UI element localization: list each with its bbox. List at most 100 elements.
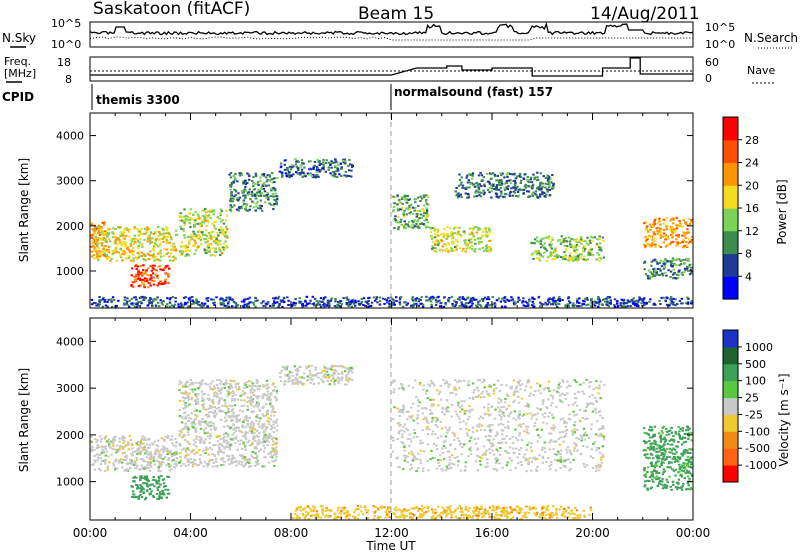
power-cell-1201 (295, 165, 298, 168)
power-cell-2091 (661, 235, 664, 238)
power-cell-2374 (671, 273, 675, 276)
power-cell-1351 (392, 195, 395, 198)
power-cell-1742 (483, 183, 486, 186)
power-cell-822 (272, 204, 275, 207)
power-cell-1166 (331, 162, 334, 164)
power-cell-2594 (687, 297, 690, 300)
velocity-cell-757 (220, 464, 223, 467)
power-cell-851 (229, 210, 233, 213)
power-cell-684 (214, 227, 217, 230)
power-cell-1815 (531, 185, 534, 188)
power-cell-3124 (576, 305, 579, 307)
power-cell-1977 (534, 250, 538, 253)
velocity-cell-1662 (587, 436, 591, 439)
power-cell-1052 (309, 172, 312, 175)
velocity-cell-1421 (324, 376, 327, 379)
velocity-cell-630 (215, 465, 219, 468)
power-cell-2150 (654, 243, 657, 246)
velocity-cell-247 (104, 458, 107, 461)
power-cell-2418 (125, 300, 129, 303)
power-cell-994 (257, 207, 260, 210)
velocity-cell-93 (132, 451, 135, 454)
power-cell-2634 (521, 301, 524, 304)
power-cell-738 (183, 208, 186, 211)
power-cell-2864 (335, 305, 338, 308)
power-cell-454 (146, 277, 149, 280)
power-cell-2821 (638, 296, 641, 299)
power-cell-1624 (505, 193, 508, 196)
power-cell-1834 (480, 185, 483, 188)
power-cell-2856 (212, 298, 215, 301)
velocity-cell-1691 (523, 453, 526, 456)
power-cell-1838 (519, 188, 523, 191)
power-cell-1959 (577, 245, 580, 248)
velocity-cell-350 (169, 438, 172, 441)
velocity-cell-157 (139, 439, 143, 442)
velocity-cell-1340 (198, 419, 201, 422)
power-cell-508 (162, 282, 165, 285)
power-cell-3097 (434, 299, 438, 302)
velocity-cell-613 (203, 460, 206, 463)
power-cell-2245 (679, 225, 682, 228)
velocity-cell-367 (138, 487, 141, 490)
power-cell-3125 (300, 300, 303, 303)
power-cell-2067 (596, 252, 599, 255)
power-cell-2970 (328, 301, 331, 304)
power-cell-1802 (552, 184, 555, 187)
power-cell-2188 (652, 243, 655, 246)
velocity-cell-471 (157, 479, 160, 482)
power-cell-3036 (128, 299, 131, 302)
power-cell-173 (140, 255, 144, 258)
power-cell-3190 (349, 301, 353, 304)
velocity-cell-825 (196, 415, 199, 418)
velocity-cell-1190 (265, 394, 268, 397)
power-cell-1031 (229, 204, 232, 207)
power-cell-446 (153, 268, 156, 271)
power-cell-2692 (123, 296, 127, 299)
power-cell-1184 (319, 169, 322, 172)
power-cell-910 (234, 173, 237, 175)
velocity-cell-536 (234, 383, 237, 386)
power-cell-1585 (471, 177, 474, 180)
power-cell-71 (92, 245, 95, 247)
power-cell-514 (143, 285, 146, 288)
power-cell-1148 (344, 170, 348, 173)
velocity-cell-1362 (186, 431, 190, 434)
power-cell-2722 (470, 300, 474, 303)
velocity-cell-346 (107, 438, 111, 441)
velocity-cell-970 (218, 409, 222, 412)
power-cell-742 (224, 240, 227, 243)
velocity-cell-1591 (539, 392, 542, 395)
power-cell-3174 (435, 301, 438, 304)
power-cell-365 (154, 238, 157, 241)
power-cell-1960 (543, 242, 547, 245)
velocity-cell-115 (152, 456, 156, 458)
velocity-cell-1679 (478, 460, 482, 463)
power-cell-214 (102, 234, 106, 237)
power-cell-221 (148, 234, 152, 237)
velocity-cell-1056 (187, 396, 190, 399)
power-cell-3022 (557, 297, 560, 300)
power-cell-702 (180, 227, 183, 230)
power-cell-2703 (415, 297, 418, 300)
velocity-cell-927 (222, 383, 226, 386)
power-cell-756 (206, 215, 210, 218)
velocity-cell-655 (224, 416, 227, 419)
velocity-cell-1397 (330, 379, 333, 382)
power-cell-2752 (532, 302, 535, 305)
velocity-cell-904 (179, 459, 182, 462)
power-cell-1769 (498, 183, 501, 186)
velocity-cell-309 (114, 466, 117, 469)
power-cell-701 (216, 235, 220, 238)
velocity-cell-1280 (270, 426, 274, 429)
power-cell-833 (271, 193, 275, 196)
power-cell-355 (137, 252, 141, 255)
power-cell-1932 (545, 259, 549, 262)
velocity-cell-486 (261, 407, 265, 410)
power-cell-976 (265, 180, 268, 183)
velocity-cell-415 (136, 485, 139, 488)
power-cell-635 (189, 226, 192, 229)
power-cell-3163 (586, 298, 589, 301)
velocity-cell-1637 (440, 468, 443, 470)
velocity-cell-457 (144, 496, 148, 499)
